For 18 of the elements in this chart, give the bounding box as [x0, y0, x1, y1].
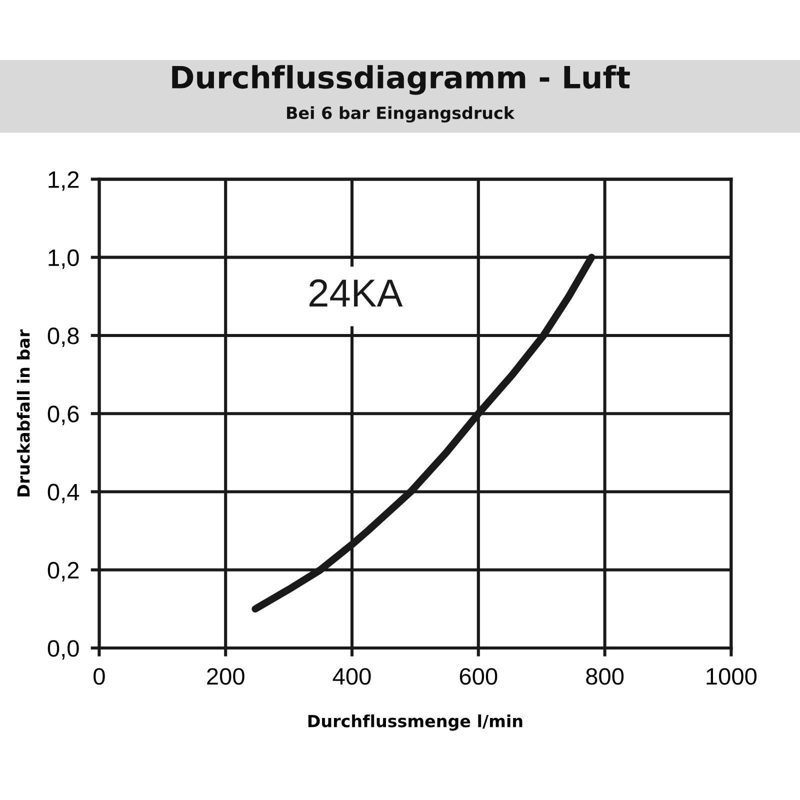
y-tick-label: 0,4 — [48, 484, 80, 504]
y-tick-label: 0,8 — [48, 328, 79, 348]
x-tick-label: 0 — [94, 668, 105, 685]
x-tick-label: 200 — [207, 668, 244, 685]
x-tick-label: 800 — [586, 668, 624, 685]
y-tick-label: 1,0 — [48, 249, 79, 269]
x-tick-label: 600 — [460, 668, 498, 685]
y-axis-title: Druckabfall in bar — [16, 329, 30, 496]
x-tick-label: 400 — [332, 668, 371, 685]
x-tick-label: 1000 — [706, 668, 757, 685]
y-tick-label: 1,2 — [48, 171, 79, 191]
y-tick-label: 0,0 — [48, 640, 79, 660]
chart-subtitle: Bei 6 bar Eingangsdruck — [287, 106, 515, 123]
y-tick-label: 0,2 — [48, 562, 79, 582]
text: 24KA — [310, 279, 403, 306]
chart-title: Durchflussdiagramm - Luft — [172, 65, 630, 95]
y-tick-label: 0,6 — [48, 406, 79, 426]
x-axis-title: Durchflussmenge l/min — [308, 714, 522, 731]
